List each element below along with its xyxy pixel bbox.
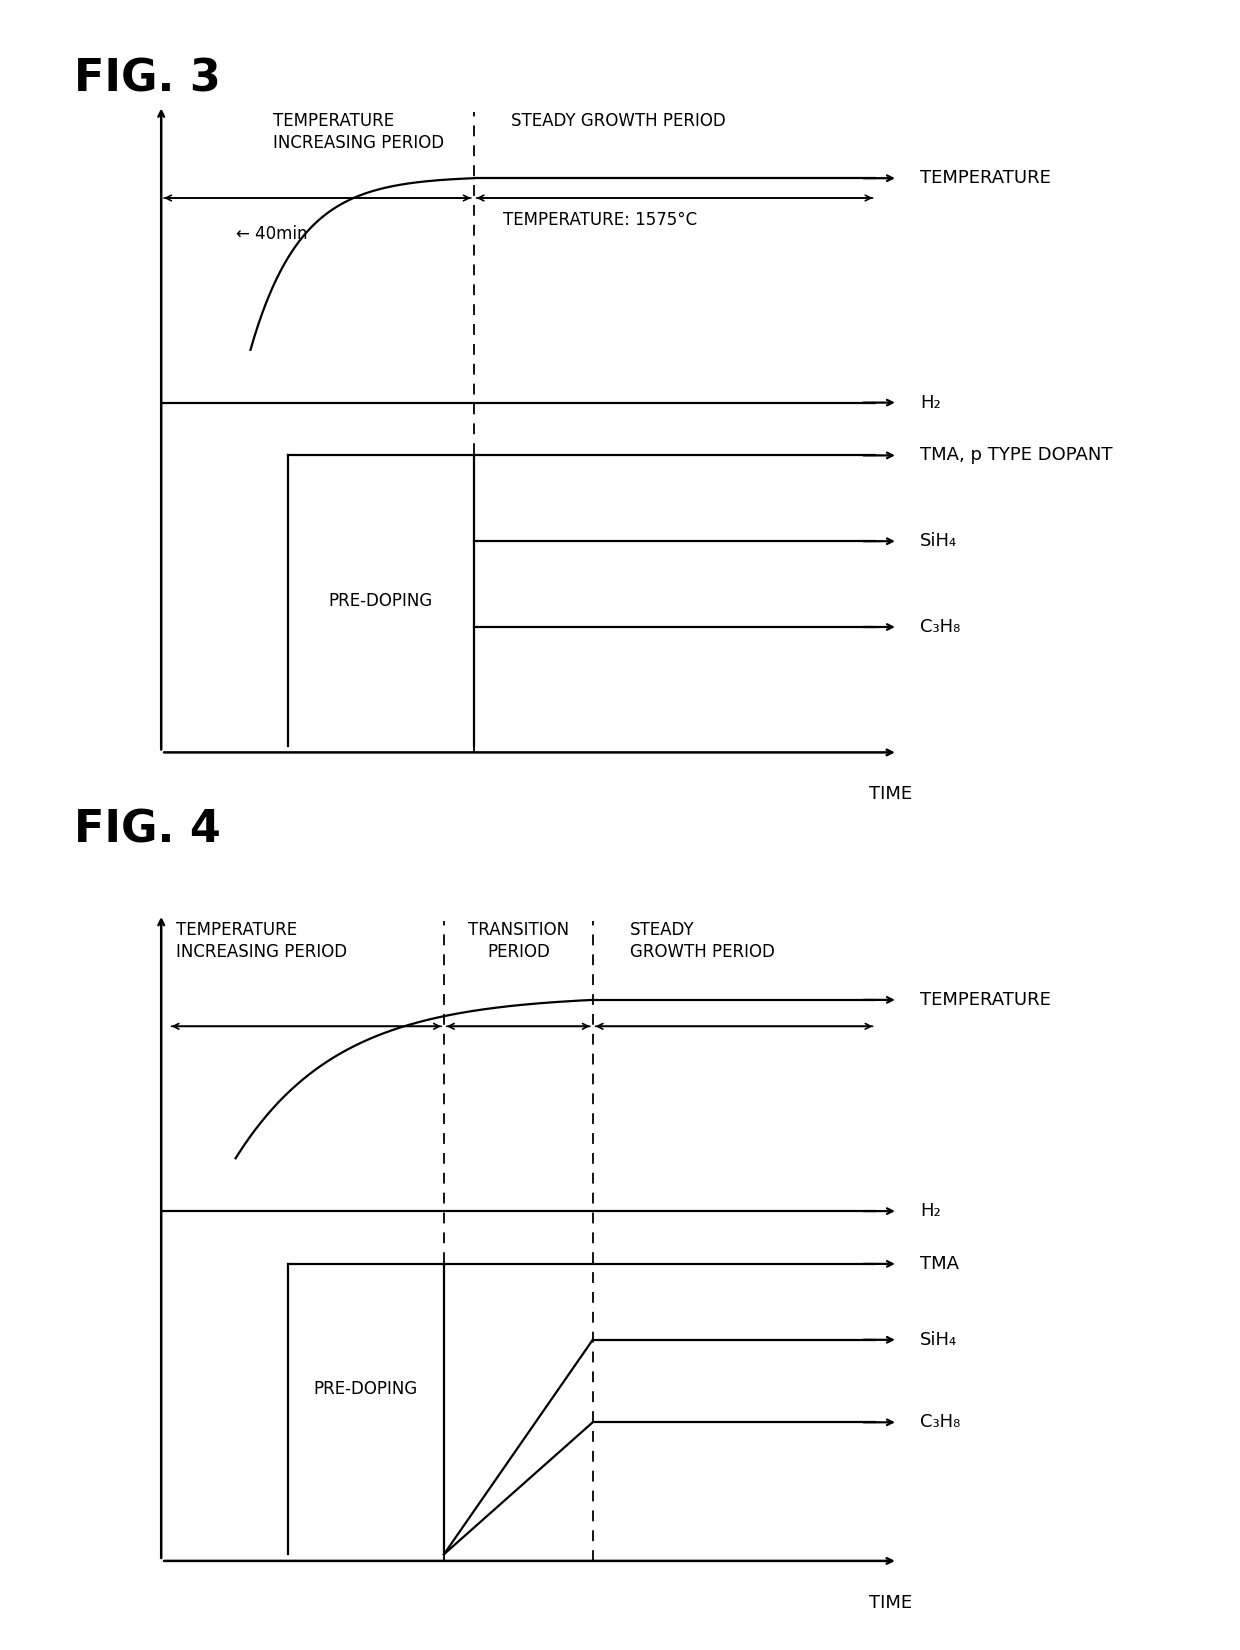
Text: TIME: TIME: [869, 1594, 911, 1612]
Text: TEMPERATURE: 1575°C: TEMPERATURE: 1575°C: [503, 211, 698, 229]
Text: TIME: TIME: [869, 785, 911, 804]
Text: SiH₄: SiH₄: [920, 1332, 957, 1348]
Text: TMA: TMA: [920, 1256, 959, 1272]
Text: TEMPERATURE
INCREASING PERIOD: TEMPERATURE INCREASING PERIOD: [273, 112, 444, 152]
Text: TEMPERATURE
INCREASING PERIOD: TEMPERATURE INCREASING PERIOD: [176, 921, 347, 960]
Text: SiH₄: SiH₄: [920, 533, 957, 549]
Text: H₂: H₂: [920, 394, 941, 411]
Text: C₃H₈: C₃H₈: [920, 1414, 960, 1431]
Text: ← 40min: ← 40min: [236, 226, 308, 243]
Text: STEADY GROWTH PERIOD: STEADY GROWTH PERIOD: [511, 112, 725, 130]
Text: H₂: H₂: [920, 1203, 941, 1219]
Text: FIG. 4: FIG. 4: [74, 808, 221, 851]
Text: TEMPERATURE: TEMPERATURE: [920, 992, 1052, 1008]
Text: TMA, p TYPE DOPANT: TMA, p TYPE DOPANT: [920, 447, 1112, 464]
Text: STEADY
GROWTH PERIOD: STEADY GROWTH PERIOD: [630, 921, 775, 960]
Text: TRANSITION
PERIOD: TRANSITION PERIOD: [467, 921, 569, 960]
Text: C₃H₈: C₃H₈: [920, 619, 960, 635]
Text: PRE-DOPING: PRE-DOPING: [314, 1381, 418, 1398]
Text: PRE-DOPING: PRE-DOPING: [329, 592, 433, 609]
Text: TEMPERATURE: TEMPERATURE: [920, 170, 1052, 186]
Text: FIG. 3: FIG. 3: [74, 58, 221, 101]
